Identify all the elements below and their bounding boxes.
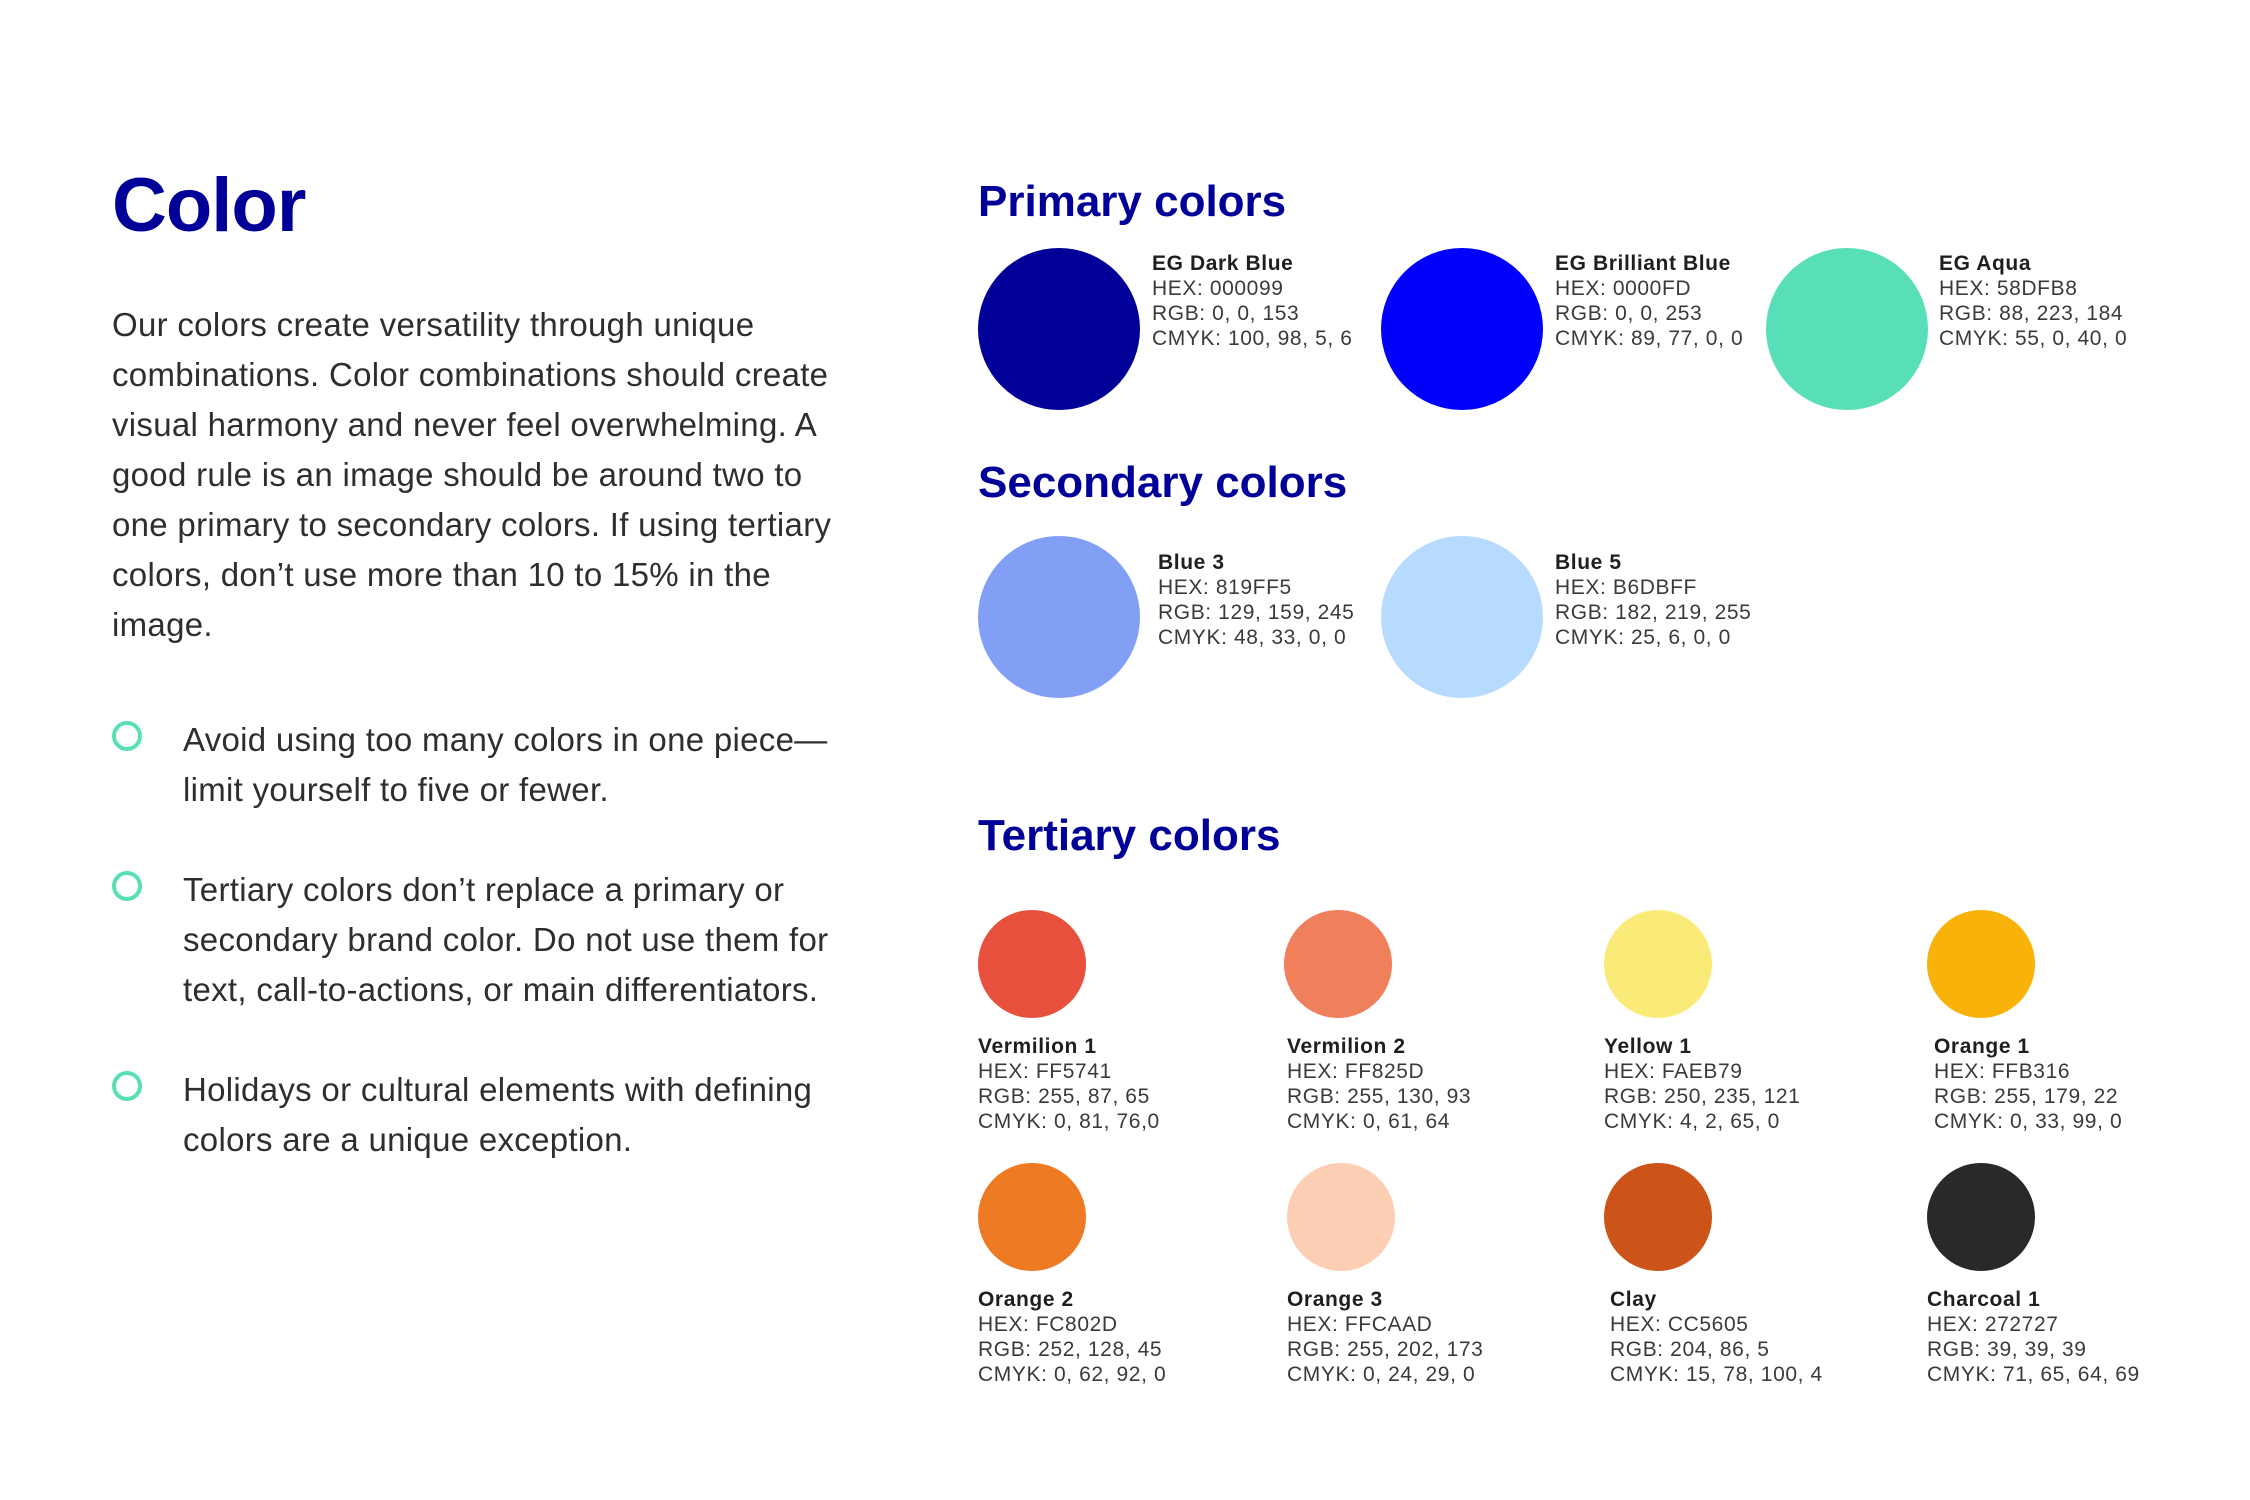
color-cmyk: CMYK: 0, 81, 76,0 xyxy=(978,1110,1160,1133)
color-spec: Vermilion 1 HEX: FF5741 RGB: 255, 87, 65… xyxy=(978,1034,1160,1134)
color-name: Vermilion 1 xyxy=(978,1035,1097,1058)
color-cmyk: CMYK: 48, 33, 0, 0 xyxy=(1158,626,1347,649)
guideline-text: Holidays or cultural elements with defin… xyxy=(183,1071,813,1158)
circle-bullet-icon xyxy=(112,871,142,901)
color-rgb: RGB: 129, 159, 245 xyxy=(1158,601,1355,624)
color-rgb: RGB: 39, 39, 39 xyxy=(1927,1338,2087,1361)
color-name: Orange 1 xyxy=(1934,1035,2030,1058)
guideline-text: Tertiary colors don’t replace a primary … xyxy=(183,871,829,1008)
color-name: EG Brilliant Blue xyxy=(1555,252,1731,275)
color-swatch xyxy=(978,1163,1086,1271)
color-rgb: RGB: 252, 128, 45 xyxy=(978,1338,1163,1361)
color-spec: EG Dark Blue HEX: 000099 RGB: 0, 0, 153 … xyxy=(1152,251,1353,351)
intro-paragraph: Our colors create versatility through un… xyxy=(112,306,832,643)
color-hex: HEX: FF825D xyxy=(1287,1060,1425,1083)
color-spec: Yellow 1 HEX: FAEB79 RGB: 250, 235, 121 … xyxy=(1604,1034,1800,1134)
tertiary-colors-heading: Tertiary colors xyxy=(978,811,1281,860)
color-rgb: RGB: 255, 130, 93 xyxy=(1287,1085,1472,1108)
color-hex: HEX: 000099 xyxy=(1152,277,1284,300)
color-hex: HEX: B6DBFF xyxy=(1555,576,1697,599)
color-spec: Blue 3 HEX: 819FF5 RGB: 129, 159, 245 CM… xyxy=(1158,550,1354,650)
color-swatch xyxy=(1927,1163,2035,1271)
color-spec: Clay HEX: CC5605 RGB: 204, 86, 5 CMYK: 1… xyxy=(1610,1287,1823,1387)
color-hex: HEX: FFCAAD xyxy=(1287,1313,1433,1336)
color-rgb: RGB: 255, 179, 22 xyxy=(1934,1085,2119,1108)
color-swatch xyxy=(1381,248,1543,410)
color-swatch xyxy=(1287,1163,1395,1271)
color-rgb: RGB: 182, 219, 255 xyxy=(1555,601,1752,624)
color-rgb: RGB: 255, 87, 65 xyxy=(978,1085,1150,1108)
color-rgb: RGB: 0, 0, 153 xyxy=(1152,302,1300,325)
color-name: Clay xyxy=(1610,1288,1657,1311)
color-name: Orange 2 xyxy=(978,1288,1074,1311)
color-cmyk: CMYK: 0, 33, 99, 0 xyxy=(1934,1110,2123,1133)
color-cmyk: CMYK: 25, 6, 0, 0 xyxy=(1555,626,1731,649)
page-title: Color xyxy=(112,163,306,248)
color-spec: EG Aqua HEX: 58DFB8 RGB: 88, 223, 184 CM… xyxy=(1939,251,2127,351)
color-name: EG Dark Blue xyxy=(1152,252,1294,275)
color-cmyk: CMYK: 0, 24, 29, 0 xyxy=(1287,1363,1476,1386)
guideline-item: Avoid using too many colors in one piece… xyxy=(112,715,832,815)
primary-colors-heading: Primary colors xyxy=(978,177,1287,226)
color-spec: Blue 5 HEX: B6DBFF RGB: 182, 219, 255 CM… xyxy=(1555,550,1751,650)
color-name: Blue 5 xyxy=(1555,551,1622,574)
color-spec: Orange 3 HEX: FFCAAD RGB: 255, 202, 173 … xyxy=(1287,1287,1483,1387)
circle-bullet-icon xyxy=(112,1071,142,1101)
color-swatch xyxy=(1766,248,1928,410)
color-swatch xyxy=(978,536,1140,698)
color-swatch xyxy=(1927,910,2035,1018)
guideline-text: Avoid using too many colors in one piece… xyxy=(183,721,828,808)
circle-bullet-icon xyxy=(112,721,142,751)
color-swatch xyxy=(1381,536,1543,698)
color-hex: HEX: 58DFB8 xyxy=(1939,277,2078,300)
color-hex: HEX: 0000FD xyxy=(1555,277,1692,300)
color-rgb: RGB: 204, 86, 5 xyxy=(1610,1338,1770,1361)
color-name: Charcoal 1 xyxy=(1927,1288,2041,1311)
color-cmyk: CMYK: 0, 61, 64 xyxy=(1287,1110,1451,1133)
color-spec: Vermilion 2 HEX: FF825D RGB: 255, 130, 9… xyxy=(1287,1034,1471,1134)
color-rgb: RGB: 88, 223, 184 xyxy=(1939,302,2124,325)
color-swatch xyxy=(1604,910,1712,1018)
guideline-list: Avoid using too many colors in one piece… xyxy=(112,715,832,1165)
color-hex: HEX: FFB316 xyxy=(1934,1060,2071,1083)
color-rgb: RGB: 255, 202, 173 xyxy=(1287,1338,1484,1361)
color-spec: Charcoal 1 HEX: 272727 RGB: 39, 39, 39 C… xyxy=(1927,1287,2140,1387)
color-hex: HEX: CC5605 xyxy=(1610,1313,1749,1336)
color-swatch xyxy=(978,248,1140,410)
color-spec: Orange 1 HEX: FFB316 RGB: 255, 179, 22 C… xyxy=(1934,1034,2122,1134)
color-hex: HEX: FC802D xyxy=(978,1313,1118,1336)
color-cmyk: CMYK: 89, 77, 0, 0 xyxy=(1555,327,1744,350)
color-name: Blue 3 xyxy=(1158,551,1225,574)
secondary-colors-heading: Secondary colors xyxy=(978,458,1348,507)
color-swatch xyxy=(1604,1163,1712,1271)
color-cmyk: CMYK: 4, 2, 65, 0 xyxy=(1604,1110,1780,1133)
color-spec: EG Brilliant Blue HEX: 0000FD RGB: 0, 0,… xyxy=(1555,251,1743,351)
color-swatch xyxy=(978,910,1086,1018)
color-cmyk: CMYK: 71, 65, 64, 69 xyxy=(1927,1363,2140,1386)
color-rgb: RGB: 250, 235, 121 xyxy=(1604,1085,1801,1108)
color-rgb: RGB: 0, 0, 253 xyxy=(1555,302,1703,325)
color-name: Vermilion 2 xyxy=(1287,1035,1406,1058)
color-name: Orange 3 xyxy=(1287,1288,1383,1311)
color-hex: HEX: 819FF5 xyxy=(1158,576,1292,599)
color-spec: Orange 2 HEX: FC802D RGB: 252, 128, 45 C… xyxy=(978,1287,1166,1387)
guideline-item: Tertiary colors don’t replace a primary … xyxy=(112,865,832,1015)
color-hex: HEX: FF5741 xyxy=(978,1060,1112,1083)
color-cmyk: CMYK: 15, 78, 100, 4 xyxy=(1610,1363,1823,1386)
color-hex: HEX: FAEB79 xyxy=(1604,1060,1743,1083)
color-hex: HEX: 272727 xyxy=(1927,1313,2059,1336)
color-cmyk: CMYK: 0, 62, 92, 0 xyxy=(978,1363,1167,1386)
color-name: Yellow 1 xyxy=(1604,1035,1692,1058)
guideline-item: Holidays or cultural elements with defin… xyxy=(112,1065,832,1165)
color-cmyk: CMYK: 100, 98, 5, 6 xyxy=(1152,327,1353,350)
color-swatch xyxy=(1284,910,1392,1018)
color-cmyk: CMYK: 55, 0, 40, 0 xyxy=(1939,327,2128,350)
color-name: EG Aqua xyxy=(1939,252,2032,275)
